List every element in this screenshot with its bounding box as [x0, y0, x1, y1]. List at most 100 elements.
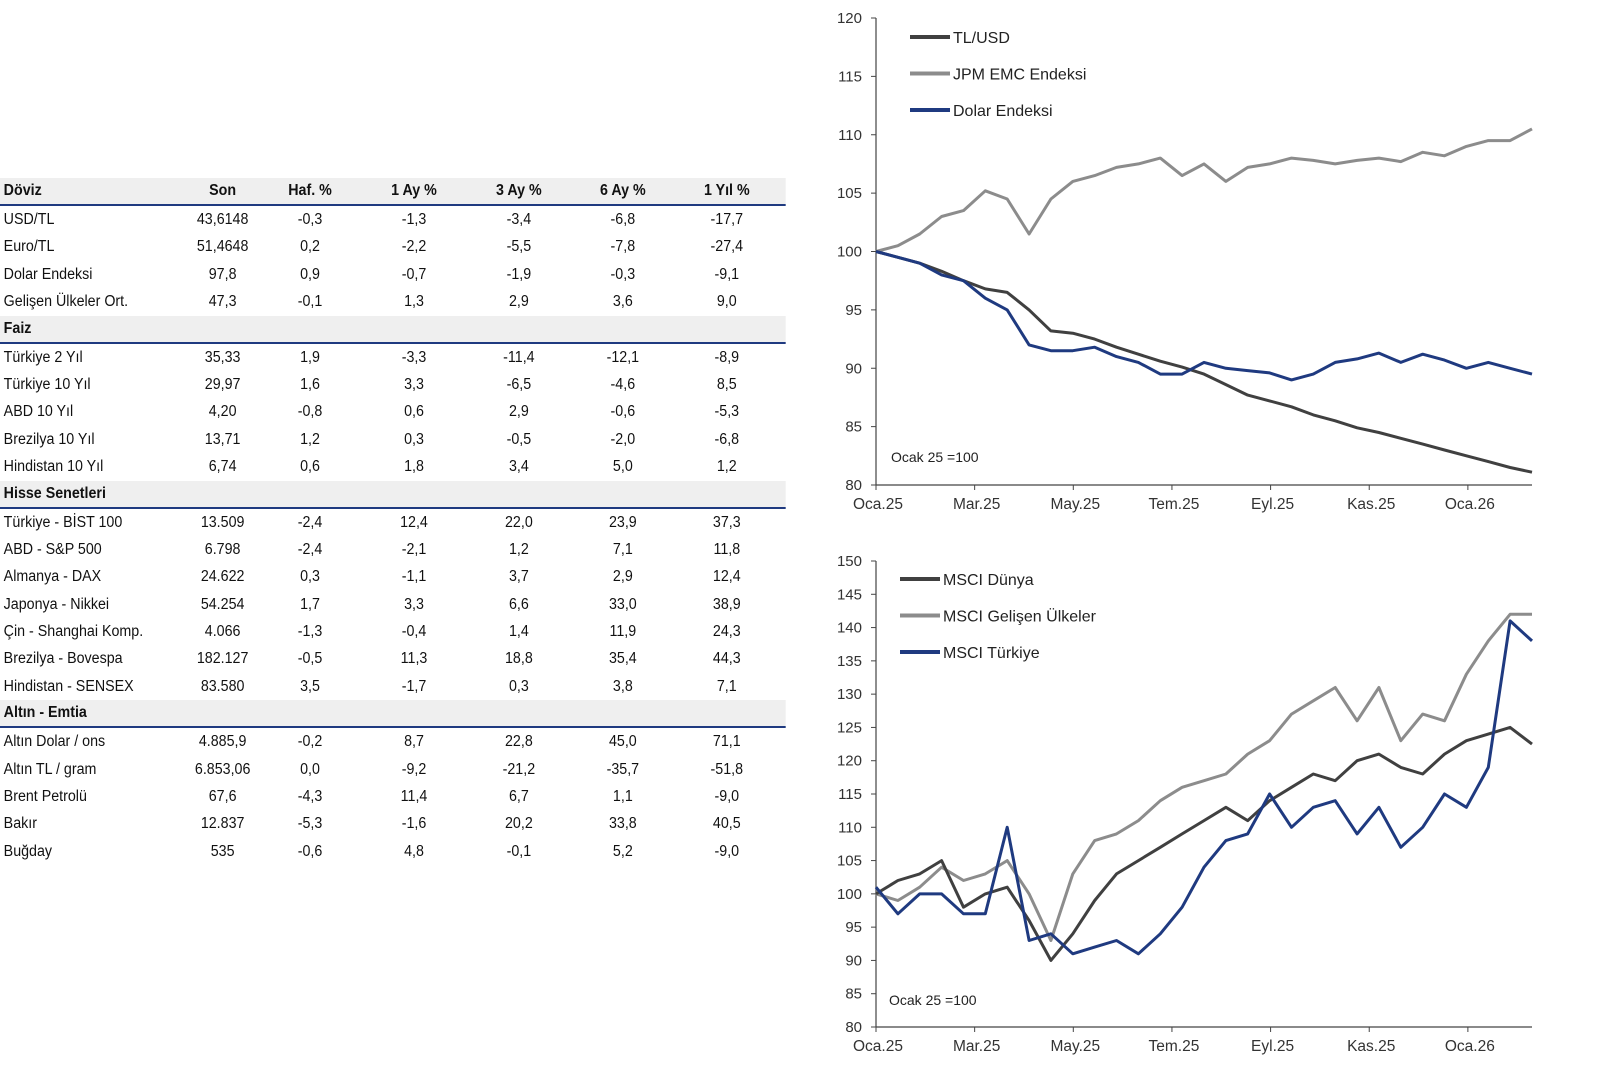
cell-col-2: -0,5 — [297, 650, 323, 668]
x-tick-label: Tem.25 — [1149, 1038, 1200, 1055]
cell-col-3: 0,6 — [404, 403, 424, 421]
cell-col-3: -3,3 — [401, 348, 427, 366]
cell-col-4: 6,6 — [508, 595, 529, 613]
x-tick-label: Mar.25 — [953, 1038, 1000, 1055]
cell-col-2: 1,2 — [300, 430, 320, 448]
cell-col-2: 0,3 — [300, 568, 320, 586]
cell-col-0: Döviz — [3, 182, 42, 199]
cell-col-3: -1,3 — [401, 211, 427, 228]
cell-col-2: -4,3 — [297, 788, 323, 806]
cell-col-4: 2,9 — [508, 403, 529, 421]
cell-col-0: Brent Petrolü — [3, 788, 87, 806]
x-tick-label: Oca.25 — [853, 496, 903, 513]
cell-col-4: 18,8 — [504, 650, 533, 668]
cell-col-4: -11,4 — [503, 348, 535, 366]
y-tick-label: 85 — [845, 986, 862, 1003]
table-row: Türkiye 10 Yıl 29,97 1,6 3,3 -6,5 -4,6 8,5 — [0, 371, 786, 398]
cell-col-5: 3,6 — [612, 293, 633, 311]
cell-col-6: 9,0 — [716, 293, 737, 311]
x-tick-label: Oca.26 — [1445, 1038, 1495, 1055]
cell-col-6: -9,1 — [714, 265, 740, 283]
cell-col-5: 1,1 — [612, 788, 633, 806]
y-tick-label: 150 — [837, 553, 862, 570]
cell-col-1: 47,3 — [208, 293, 237, 311]
table-row: Buğday 535 -0,6 4,8 -0,1 5,2 -9,0 — [0, 838, 786, 865]
legend-label: MSCI Türkiye — [943, 645, 1040, 662]
series-line-1 — [875, 127, 1533, 253]
cell-col-1: 4.066 — [204, 623, 241, 641]
cell-col-4: -0,1 — [506, 842, 532, 860]
table-row: Dolar Endeksi 97,8 0,9 -0,7 -1,9 -0,3 -9,1 — [0, 261, 786, 288]
cell-col-4: -5,5 — [506, 238, 532, 256]
cell-col-0: Hisse Senetleri — [3, 484, 106, 502]
cell-col-1: 4.885,9 — [198, 733, 247, 751]
cell-col-2: -2,4 — [297, 540, 323, 558]
section-header-row: Altın - Emtia — [0, 700, 787, 729]
cell-col-2: 3,5 — [300, 677, 320, 695]
x-tick-label: Eyl.25 — [1251, 496, 1294, 513]
cell-col-0: Euro/TL — [3, 238, 55, 256]
legend-label: MSCI Gelişen Ülkeler — [943, 608, 1097, 626]
cell-col-5: 35,4 — [608, 650, 637, 668]
table-row: Türkiye - BİST 100 13.509 -2,4 12,4 22,0 23,9… — [0, 509, 786, 536]
cell-col-2: -5,3 — [297, 815, 323, 833]
cell-col-2: 0,0 — [300, 760, 320, 778]
y-tick-label: 80 — [845, 1019, 862, 1036]
cell-col-4: 1,2 — [508, 540, 529, 558]
cell-col-0: Brezilya - Bovespa — [3, 650, 123, 668]
cell-col-3: -2,1 — [401, 540, 427, 558]
cell-col-2: -2,4 — [297, 513, 323, 531]
cell-col-4: 22,8 — [504, 733, 533, 751]
cell-col-6: 11,8 — [713, 540, 741, 558]
table-row: Brezilya 10 Yıl 13,71 1,2 0,3 -0,5 -2,0 -6,8 — [0, 426, 786, 453]
cell-col-3: -9,2 — [401, 760, 427, 778]
cell-col-5: 33,8 — [608, 815, 637, 833]
y-tick-label: 120 — [837, 10, 862, 27]
cell-col-1: 24.622 — [200, 568, 245, 586]
cell-col-1: 83.580 — [200, 677, 245, 695]
cell-col-0: Almanya - DAX — [3, 568, 102, 586]
cell-col-3: -1,7 — [401, 677, 427, 695]
table-row: Gelişen Ülkeler Ort. 47,3 -0,1 1,3 2,9 3,6 9,0 — [0, 288, 786, 315]
cell-col-0: Gelişen Ülkeler Ort. — [3, 293, 129, 311]
y-tick-label: 100 — [837, 244, 862, 261]
cell-col-2: 1,6 — [300, 375, 320, 393]
cell-col-6: 7,1 — [716, 677, 737, 695]
cell-col-3: 8,7 — [404, 733, 424, 751]
cell-col-4: 3 Ay % — [496, 182, 542, 199]
cell-col-6: 1 Yıl % — [703, 182, 750, 199]
cell-col-4: -0,5 — [506, 430, 532, 448]
cell-col-1: 43,6148 — [196, 211, 249, 228]
table-row: Brezilya - Bovespa 182.127 -0,5 11,3 18,8 35,… — [0, 645, 786, 672]
legend-label: JPM EMC Endeksi — [953, 67, 1086, 84]
table-row: Almanya - DAX 24.622 0,3 -1,1 3,7 2,9 12,4 — [0, 563, 786, 590]
y-tick-label: 85 — [845, 419, 862, 436]
cell-col-5: -0,3 — [610, 265, 636, 283]
cell-col-4: 3,7 — [508, 568, 529, 586]
table-row: Euro/TL 51,4648 0,2 -2,2 -5,5 -7,8 -27,4 — [0, 233, 786, 260]
x-tick-label: May.25 — [1050, 496, 1100, 513]
table-row: Brent Petrolü 67,6 -4,3 11,4 6,7 1,1 -9,0 — [0, 783, 786, 810]
y-tick-label: 145 — [837, 586, 862, 603]
cell-col-4: -1,9 — [506, 265, 532, 283]
cell-col-1: 4,20 — [208, 403, 237, 421]
x-tick-label: Oca.25 — [853, 1038, 903, 1055]
cell-col-5: -4,6 — [610, 375, 636, 393]
cell-col-3: -0,7 — [401, 265, 427, 283]
cell-col-4: 3,4 — [508, 458, 529, 476]
cell-col-2: -0,8 — [297, 403, 323, 421]
y-tick-label: 95 — [845, 919, 862, 936]
msci-index-chart: 80 85 90 95 100 105 110 115 120 125 130 135 140 145 15… — [837, 553, 1534, 1055]
market-summary-table: Döviz Son Haf. % 1 Ay % 3 Ay % 6 Ay % 1 Yıl % U… — [0, 178, 787, 865]
cell-col-4: 1,4 — [508, 623, 529, 641]
cell-col-5: -35,7 — [606, 760, 640, 778]
cell-col-3: -1,1 — [401, 568, 427, 586]
cell-col-0: Çin - Shanghai Komp. — [3, 623, 144, 641]
series-line-1 — [875, 612, 1532, 942]
x-tick-label: Kas.25 — [1347, 496, 1395, 513]
x-tick-label: Tem.25 — [1149, 496, 1200, 513]
cell-col-6: 24,3 — [712, 623, 741, 641]
cell-col-4: 2,9 — [508, 293, 529, 311]
cell-col-5: -6,8 — [610, 211, 636, 228]
cell-col-0: Altın TL / gram — [3, 760, 97, 778]
